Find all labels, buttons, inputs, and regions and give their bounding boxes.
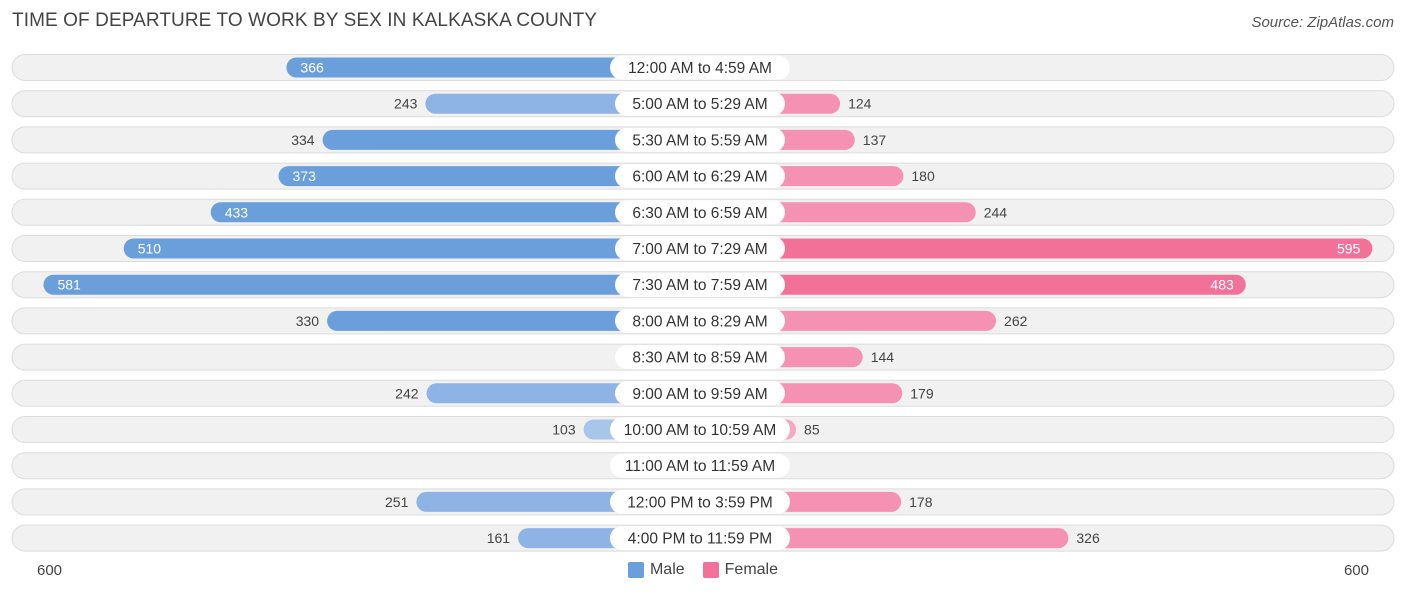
value-label-female: 180 [911,168,935,184]
value-label-male: 330 [296,313,320,329]
category-label-bg [615,200,785,225]
value-label-male: 373 [293,168,317,184]
value-label-male: 510 [138,241,162,257]
value-label-male: 581 [57,277,81,293]
bar-female [700,274,1246,295]
category-label: 10:00 AM to 10:59 AM [624,422,777,439]
category-label: 8:30 AM to 8:59 AM [632,350,767,367]
category-label-bg [610,55,790,80]
value-label-male: 366 [300,60,324,76]
value-label-male: 161 [487,530,511,546]
value-label-female: 595 [1337,241,1361,257]
category-label-bg [615,236,785,261]
bar-male [278,166,700,187]
legend-label-female: Female [724,561,779,578]
category-label: 7:30 AM to 7:59 AM [632,277,767,294]
category-label: 9:00 AM to 9:59 AM [632,386,767,403]
value-label-male: 243 [394,96,418,112]
value-label-female: 483 [1210,277,1234,293]
value-label-male: 433 [225,204,249,220]
value-label-male: 103 [552,422,576,438]
legend: Male Female [0,561,1406,579]
axis-right-label: 600 [1343,562,1369,579]
value-label-female: 262 [1004,313,1028,329]
category-label: 5:30 AM to 5:59 AM [632,132,767,149]
value-label-male: 251 [385,494,409,510]
category-label: 11:00 AM to 11:59 AM [625,458,775,475]
legend-item-female[interactable]: Female [702,561,779,579]
value-label-male: 242 [395,385,419,401]
category-label: 6:00 AM to 6:29 AM [632,169,767,186]
value-label-female: 137 [863,132,887,148]
category-label-bg [610,489,790,514]
value-label-male: 334 [291,132,315,148]
bar-female [700,528,1069,549]
value-label-female: 179 [910,385,934,401]
legend-item-male[interactable]: Male [627,561,685,579]
bar-male [322,129,700,150]
value-label-female: 85 [804,422,820,438]
legend-swatch-female [702,562,719,578]
value-label-female: 178 [909,494,933,510]
category-label: 12:00 AM to 4:59 AM [628,60,772,77]
legend-swatch-male [627,562,644,578]
category-label-bg [615,272,785,297]
category-label-bg [615,345,785,370]
category-label-bg [610,526,790,551]
category-label-bg [615,127,785,152]
bar-male [286,57,700,78]
category-label-bg [615,91,785,116]
category-label-bg [615,164,785,189]
category-label: 12:00 PM to 3:59 PM [627,494,773,511]
source-label: Source: ZipAtlas.com [1251,14,1394,31]
chart-title: TIME OF DEPARTURE TO WORK BY SEX IN KALK… [12,10,598,31]
category-label: 8:00 AM to 8:29 AM [632,313,767,330]
value-label-female: 326 [1076,530,1100,546]
category-label: 4:00 PM to 11:59 PM [628,531,772,548]
category-label: 7:00 AM to 7:29 AM [632,241,767,258]
bar-male [123,238,700,259]
category-label-bg [615,308,785,333]
axis-left-label: 600 [37,562,63,579]
value-label-female: 144 [871,349,895,365]
bar-male [43,274,701,295]
category-label-bg [615,381,785,406]
category-label: 6:30 AM to 6:59 AM [632,205,767,222]
category-label: 5:00 AM to 5:29 AM [632,96,767,113]
value-label-female: 244 [984,204,1008,220]
bar-male [327,310,700,331]
legend-label-male: Male [649,561,685,578]
category-label-bg [610,453,790,478]
value-label-female: 124 [848,96,872,112]
bar-female [700,238,1373,259]
bar-male [210,202,700,223]
category-label-bg [610,417,790,442]
